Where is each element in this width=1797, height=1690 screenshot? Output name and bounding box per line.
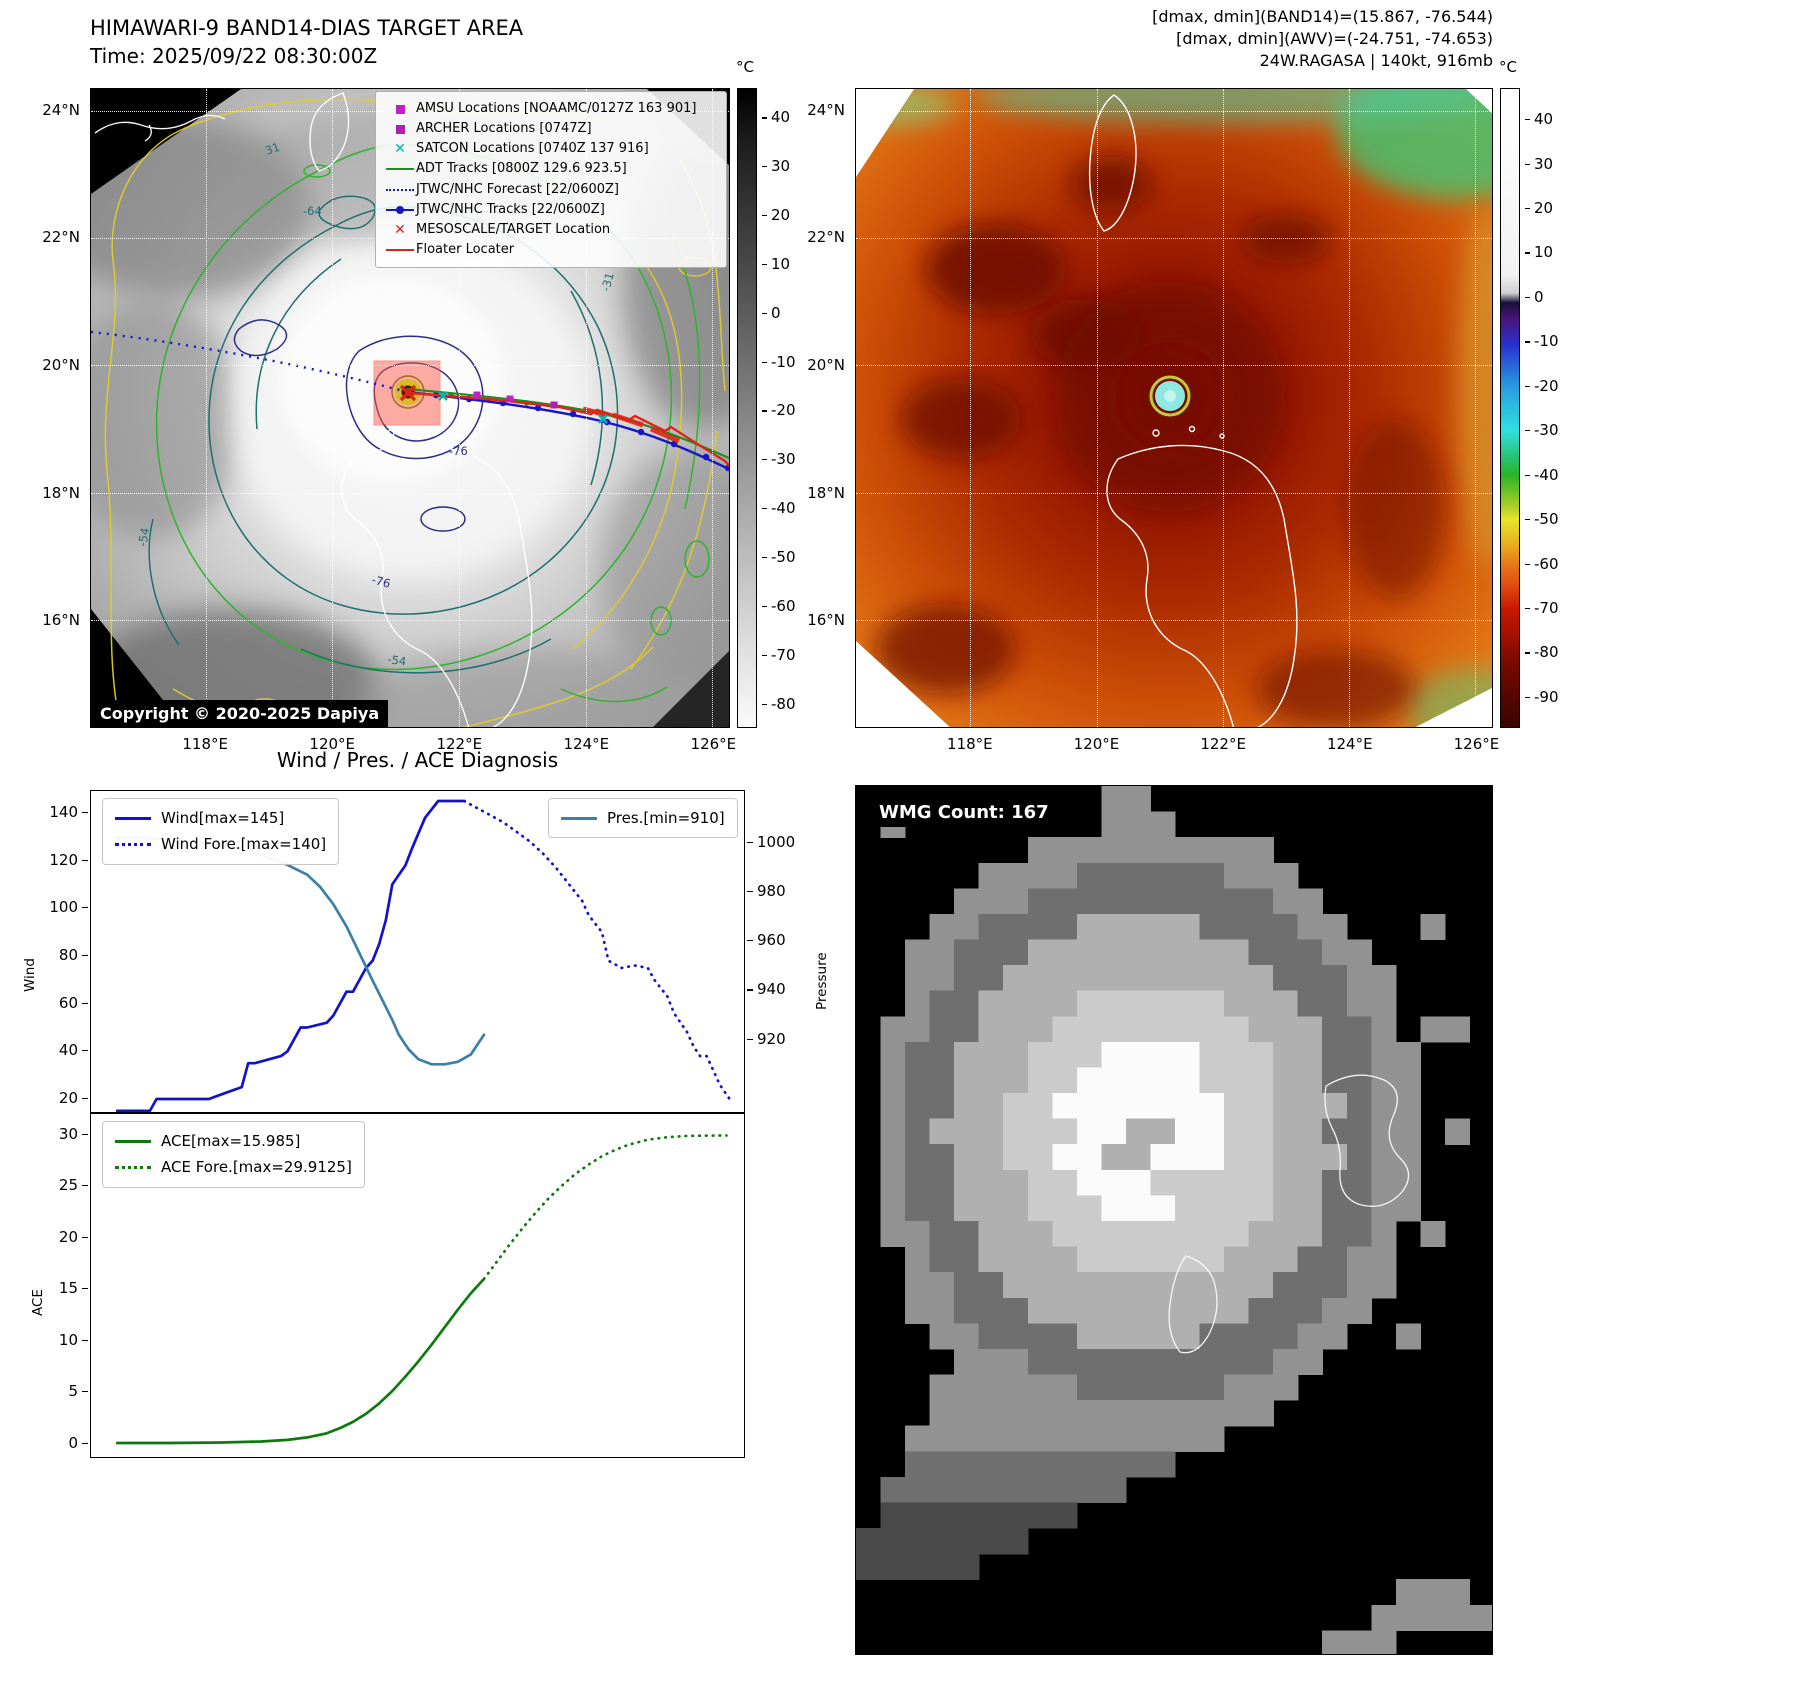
contour-labels: 31 -64 -31 -76 -76 -54 -54	[135, 140, 617, 669]
band14-title: HIMAWARI-9 BAND14-DIAS TARGET AREA	[90, 16, 524, 40]
coastlines	[94, 92, 533, 727]
legend-label: Wind Fore.[max=140]	[161, 835, 327, 854]
wind-axis-label: Wind	[22, 958, 38, 992]
legend-item-mesoscale: ✕ MESOSCALE/TARGET Location	[384, 220, 718, 240]
coastlines	[1168, 1074, 1410, 1354]
legend-item-ace: ACE[max=15.985]	[115, 1128, 352, 1154]
colorbar-unit: °C	[1499, 58, 1517, 76]
ace-plot	[115, 1134, 728, 1445]
enhanced-ir-map-image	[856, 89, 1492, 727]
floater-track	[399, 384, 729, 468]
wind-fore-dotted-icon	[115, 842, 151, 846]
pressure-axis-label: Pressure	[814, 952, 830, 1010]
band14-map: 31 -64 -31 -76 -76 -54 -54 AMSU Locations [NOA…	[90, 88, 730, 728]
archer-square-icon	[384, 119, 416, 139]
legend-label: Wind[max=145]	[161, 809, 285, 827]
legend-label: ACE[max=15.985]	[161, 1132, 301, 1150]
map-legend: AMSU Locations [NOAAMC/0127Z 163 901] AR…	[375, 91, 727, 269]
svg-text:31: 31	[263, 140, 282, 158]
enhanced-ir-colorbar	[1500, 88, 1520, 728]
svg-text:-76: -76	[370, 572, 392, 590]
legend-item-archer: ARCHER Locations [0747Z]	[384, 119, 718, 139]
coastlines	[1088, 94, 1298, 727]
ace-fore-dotted-icon	[115, 1165, 151, 1169]
legend-item-wind-fore: Wind Fore.[max=140]	[115, 831, 326, 857]
colorbar-unit: °C	[736, 58, 754, 76]
ace-y-axis: 0 5 10 15 20 25 30	[58, 1124, 89, 1452]
svg-text:-76: -76	[449, 444, 468, 458]
track-linedot-icon	[384, 200, 416, 220]
amsu-square-icon	[384, 99, 416, 119]
legend-label: SATCON Locations [0740Z 137 916]	[416, 141, 649, 157]
ace-legend: ACE[max=15.985] ACE Fore.[max=29.9125]	[102, 1121, 365, 1188]
legend-item-amsu: AMSU Locations [NOAAMC/0127Z 163 901]	[384, 99, 718, 119]
enhanced-ir-colorbar-ticks: 40 30 20 10 0 -10 -20 -30 -40 -50 -60 -70 -80 -90	[1524, 110, 1559, 706]
legend-label: ARCHER Locations [0747Z]	[416, 121, 592, 137]
legend-item-ace-fore: ACE Fore.[max=29.9125]	[115, 1154, 352, 1180]
copyright-banner: Copyright © 2020-2025 Dapiya	[91, 700, 389, 727]
legend-item-tracks: JTWC/NHC Tracks [22/0600Z]	[384, 200, 718, 220]
wmg-microwave-image	[856, 786, 1492, 1654]
dmax-awv: [dmax, dmin](AWV)=(-24.751, -74.653)	[1176, 29, 1493, 48]
wind-y-axis: 20 40 60 80 100 120 140	[49, 802, 89, 1107]
satcon-x-icon: ✕	[394, 141, 406, 158]
legend-label: JTWC/NHC Tracks [22/0600Z]	[416, 201, 605, 217]
band14-colorbar-ticks: 40 30 20 10 0 -10 -20 -30 -40 -50 -60 -70 -80	[761, 108, 796, 713]
legend-label: ADT Tracks [0800Z 129.6 923.5]	[416, 161, 627, 177]
stats-header: [dmax, dmin](BAND14)=(15.867, -76.544) […	[1152, 6, 1493, 72]
svg-text:-64: -64	[303, 204, 322, 218]
band14-colorbar	[737, 88, 757, 728]
legend-label: Floater Locater	[416, 241, 515, 257]
pressure-legend: Pres.[min=910]	[548, 798, 738, 839]
pressure-line-icon	[561, 816, 597, 820]
forecast-track	[91, 330, 408, 394]
svg-text:-54: -54	[135, 527, 152, 548]
wmg-count-badge: WMG Count: 167	[870, 798, 1058, 827]
enhanced-ir-map	[855, 88, 1493, 728]
legend-item-adt: ADT Tracks [0800Z 129.6 923.5]	[384, 159, 718, 179]
satellite-fix-markers	[438, 391, 608, 424]
legend-label: AMSU Locations [NOAAMC/0127Z 163 901]	[416, 101, 697, 116]
pressure-y-axis: 920 940 960 980 1000	[746, 832, 796, 1048]
warm-green-edges	[856, 89, 1492, 727]
wmg-microwave-panel: WMG Count: 167	[855, 785, 1493, 1655]
storm-identity: 24W.RAGASA | 140kt, 916mb	[1259, 51, 1493, 70]
forecast-dotted-icon	[384, 180, 416, 200]
wind-legend: Wind[max=145] Wind Fore.[max=140]	[102, 798, 340, 865]
ace-line-icon	[115, 1139, 151, 1143]
legend-label: JTWC/NHC Forecast [22/0600Z]	[416, 181, 619, 197]
adt-line-icon	[384, 159, 416, 179]
legend-item-forecast: JTWC/NHC Forecast [22/0600Z]	[384, 180, 718, 200]
microwave-pixels	[856, 786, 1492, 1654]
legend-item-pres: Pres.[min=910]	[561, 805, 725, 831]
legend-item-satcon: ✕ SATCON Locations [0740Z 137 916]	[384, 139, 718, 159]
wind-line-icon	[115, 816, 151, 820]
typhoon-eye	[1149, 375, 1191, 417]
mesoscale-x-icon: ✕	[394, 221, 406, 238]
dmax-band14: [dmax, dmin](BAND14)=(15.867, -76.544)	[1152, 7, 1493, 26]
legend-item-wind: Wind[max=145]	[115, 805, 326, 831]
svg-text:-31: -31	[598, 271, 616, 293]
legend-item-floater: Floater Locater	[384, 240, 718, 260]
map2-x-axis: 118°E 120°E 122°E 124°E 126°E	[947, 735, 1500, 753]
ace-axis-label: ACE	[30, 1289, 46, 1316]
floater-line-icon	[384, 240, 416, 260]
svg-text:-54: -54	[387, 652, 408, 668]
legend-label: Pres.[min=910]	[607, 809, 725, 827]
legend-label: ACE Fore.[max=29.9125]	[161, 1158, 352, 1177]
band14-timestamp: Time: 2025/09/22 08:30:00Z	[90, 44, 378, 68]
diagnosis-title: Wind / Pres. / ACE Diagnosis	[276, 748, 559, 772]
legend-label: MESOSCALE/TARGET Location	[416, 221, 611, 237]
